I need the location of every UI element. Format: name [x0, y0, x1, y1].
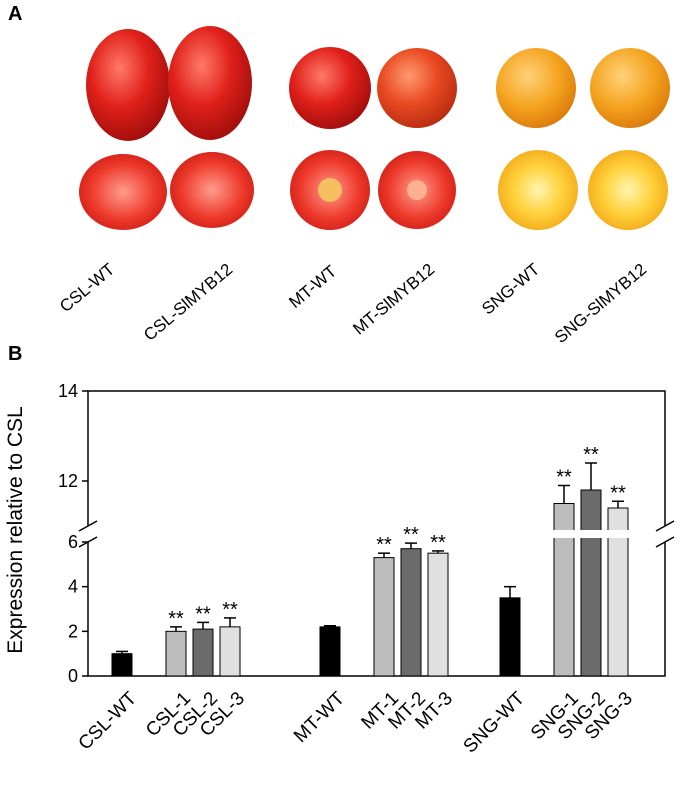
y-tick-label: 12	[58, 471, 78, 491]
significance: **	[610, 482, 626, 504]
bar-break-gap	[607, 530, 629, 538]
significance: **	[376, 534, 392, 556]
bar	[427, 552, 449, 677]
significance: **	[168, 608, 184, 630]
y-tick-label: 6	[68, 532, 78, 552]
significance: **	[195, 603, 211, 625]
bar-break-gap	[580, 530, 602, 538]
bar	[373, 557, 395, 677]
bar	[192, 628, 214, 677]
y-tick-label: 4	[68, 577, 78, 597]
x-tick-label: MT-WT	[290, 688, 349, 747]
bar	[607, 507, 629, 677]
bar	[319, 626, 341, 677]
axis-break	[78, 520, 98, 532]
sample-label: CSL-SlMYB12	[140, 260, 236, 345]
x-tick-label: SNG-WT	[460, 688, 530, 758]
sample-label: SNG-SlMYB12	[551, 260, 650, 347]
bar	[553, 503, 575, 677]
axis-break	[655, 520, 675, 532]
y-tick-label: 14	[58, 381, 78, 401]
bar	[400, 548, 422, 677]
significance: **	[222, 599, 238, 621]
x-tick-label: CSL-WT	[75, 688, 142, 755]
sample-label: SNG-WT	[478, 260, 543, 319]
significance: **	[583, 444, 599, 466]
y-tick-label: 2	[68, 621, 78, 641]
y-tick-label: 0	[68, 666, 78, 686]
significance: **	[430, 532, 446, 554]
sample-label: MT-WT	[285, 262, 340, 312]
axis-frame	[87, 390, 666, 526]
bar	[219, 626, 241, 677]
bar-break-gap	[553, 530, 575, 538]
bar	[499, 597, 521, 677]
panel-label: B	[8, 343, 22, 365]
y-axis-label: Expression relative to CSL	[4, 406, 27, 653]
sample-label: CSL-WT	[56, 260, 118, 316]
bar	[165, 630, 187, 677]
significance: **	[556, 467, 572, 489]
significance: **	[403, 524, 419, 546]
sample-label: MT-SlMYB12	[349, 260, 438, 339]
bar	[580, 489, 602, 677]
axis-break	[655, 536, 675, 548]
panel-label: A	[8, 3, 22, 25]
tomato-photos	[79, 26, 670, 230]
bar	[111, 653, 133, 677]
